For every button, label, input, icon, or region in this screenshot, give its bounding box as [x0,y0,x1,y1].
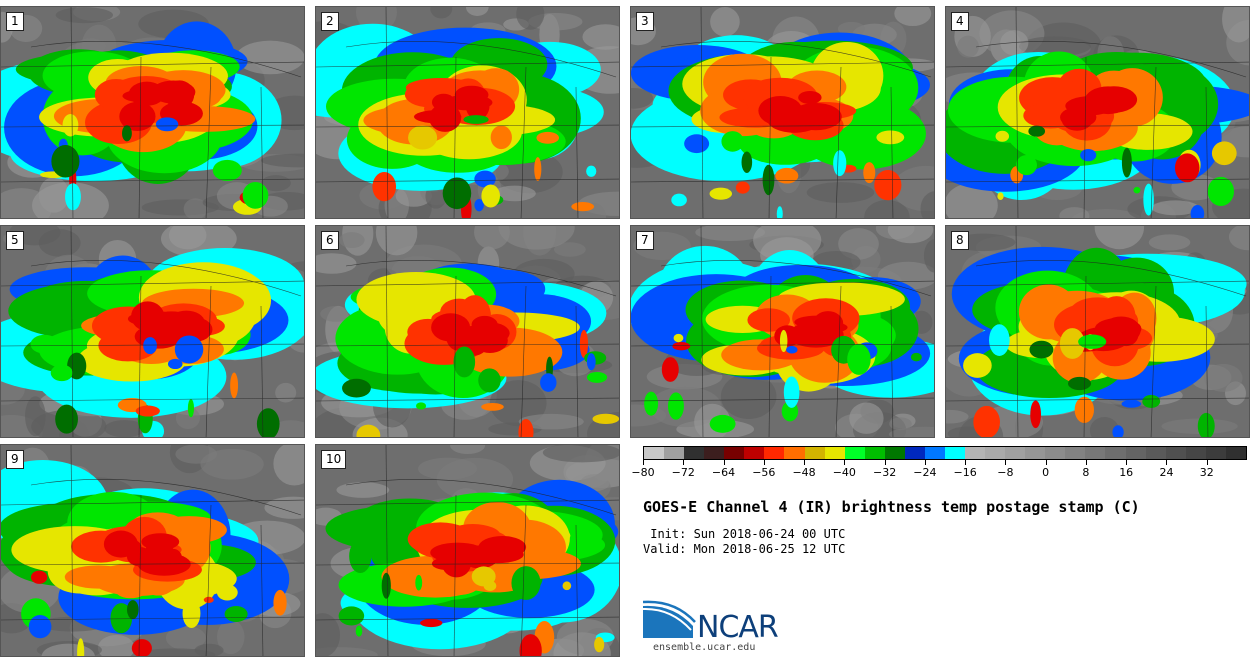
colorbar-tick [1045,460,1047,465]
colorbar-segment [965,447,986,459]
colorbar-tick [1085,460,1087,465]
satellite-map-image [316,445,619,656]
stamp-number-label: 6 [321,231,339,250]
colorbar-segment [864,447,885,459]
stamp-number-label: 5 [6,231,24,250]
stamp-number-label: 4 [951,12,969,31]
colorbar-tick [643,460,644,465]
postage-stamp-7: 7 [630,225,935,438]
postage-stamp-1: 1 [0,6,305,219]
satellite-map-image [1,226,304,437]
stamp-number-label: 9 [6,450,24,469]
colorbar-segment [644,447,665,459]
colorbar-tick-label: 24 [1159,466,1174,479]
colorbar-segment [764,447,785,459]
colorbar-tick [1166,460,1168,465]
colorbar-tick-label: −48 [792,466,816,479]
satellite-map-image [946,226,1249,437]
satellite-map-image [946,7,1249,218]
colorbar-segment [1005,447,1026,459]
colorbar-segment [1045,447,1066,459]
colorbar-segment [664,447,685,459]
postage-stamp-6: 6 [315,225,620,438]
colorbar-tick-label: −72 [671,466,695,479]
ncar-logo-text: NCAR [697,610,779,645]
colorbar-tick-label: 16 [1119,466,1134,479]
colorbar-segment [924,447,945,459]
colorbar-tick [844,460,846,465]
colorbar-segment [1145,447,1166,459]
valid-time: Valid: Mon 2018-06-25 12 UTC [643,542,846,556]
colorbar-segment [1105,447,1126,459]
postage-stamp-5: 5 [0,225,305,438]
colorbar-tick [884,460,886,465]
satellite-map-image [1,445,304,656]
satellite-map-image [316,226,619,437]
colorbar-segment [1205,447,1226,459]
colorbar: −80 −72 −64 −56 −48 −40 −32 −24 −16 −8 0 8 16 24 32 [631,446,1248,482]
colorbar-segment [724,447,745,459]
colorbar-tick-label: −40 [832,466,856,479]
colorbar-segment [704,447,725,459]
postage-stamp-3: 3 [630,6,935,219]
colorbar-segment [1125,447,1146,459]
colorbar-segment [985,447,1006,459]
colorbar-tick-label: −8 [997,466,1014,479]
colorbar-segment [1085,447,1106,459]
colorbar-segment [684,447,705,459]
postage-stamp-9: 9 [0,444,305,657]
stamp-number-label: 2 [321,12,339,31]
colorbar-segment [844,447,865,459]
figure-title: GOES-E Channel 4 (IR) brightness temp po… [643,498,1140,516]
colorbar-segment [1065,447,1086,459]
colorbar-segment [1185,447,1206,459]
satellite-map-image [631,226,934,437]
colorbar-segment [1225,447,1246,459]
colorbar-tick-label: −16 [953,466,977,479]
colorbar-strip [643,446,1247,460]
colorbar-segment [884,447,905,459]
colorbar-tick [1126,460,1128,465]
init-time: Init: Sun 2018-06-24 00 UTC [643,527,846,541]
colorbar-tick-label: −64 [711,466,736,479]
colorbar-tick [723,460,725,465]
colorbar-tick-label: −24 [913,466,937,479]
colorbar-segment [804,447,825,459]
stamp-number-label: 1 [6,12,24,31]
colorbar-segment [784,447,805,459]
colorbar-tick-label: −32 [872,466,897,479]
colorbar-segment [824,447,845,459]
stamp-number-label: 7 [636,231,654,250]
colorbar-tick-label: 8 [1082,466,1090,479]
postage-stamp-2: 2 [315,6,620,219]
colorbar-tick [1206,460,1208,465]
stamp-number-label: 10 [321,450,347,469]
postage-stamp-4: 4 [945,6,1250,219]
stamp-number-label: 8 [951,231,969,250]
colorbar-tick-label: 32 [1199,466,1214,479]
satellite-map-image [631,7,934,218]
colorbar-segment [944,447,965,459]
colorbar-tick [683,460,685,465]
colorbar-tick-label: −80 [631,466,655,479]
ncar-logo-icon [643,600,696,638]
colorbar-segment [1165,447,1186,459]
colorbar-tick [965,460,967,465]
postage-stamp-10: 10 [315,444,620,657]
colorbar-tick [763,460,765,465]
stamp-number-label: 3 [636,12,654,31]
colorbar-segment [1025,447,1046,459]
satellite-map-image [1,7,304,218]
colorbar-tick [924,460,926,465]
logo-url: ensemble.ucar.edu [653,642,756,653]
colorbar-tick-label: 0 [1042,466,1050,479]
colorbar-segment [744,447,765,459]
postage-stamp-8: 8 [945,225,1250,438]
colorbar-tick-label: −56 [752,466,776,479]
satellite-map-image [316,7,619,218]
colorbar-tick [1005,460,1007,465]
colorbar-segment [904,447,925,459]
colorbar-tick [804,460,806,465]
